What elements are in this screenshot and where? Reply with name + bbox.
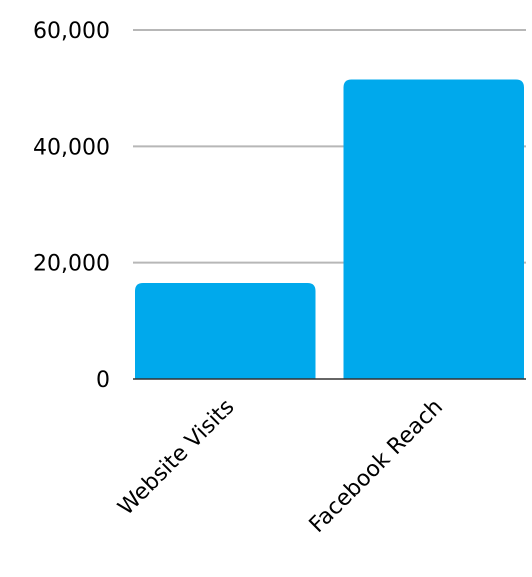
bar-facebook-reach (343, 79, 524, 380)
y-tick-label: 60,000 (33, 19, 110, 44)
y-axis-tick-labels: 0 20,000 40,000 60,000 (33, 19, 110, 393)
y-tick-label: 20,000 (33, 252, 110, 277)
y-tick-label: 0 (96, 368, 110, 393)
x-category-label: Facebook Reach (305, 395, 448, 538)
y-tick-label: 40,000 (33, 135, 110, 160)
bar-website-visits (135, 283, 316, 379)
x-category-label: Website Visits (114, 395, 240, 521)
x-axis-category-labels: Website Visits Facebook Reach (114, 395, 448, 538)
bars (135, 79, 524, 380)
